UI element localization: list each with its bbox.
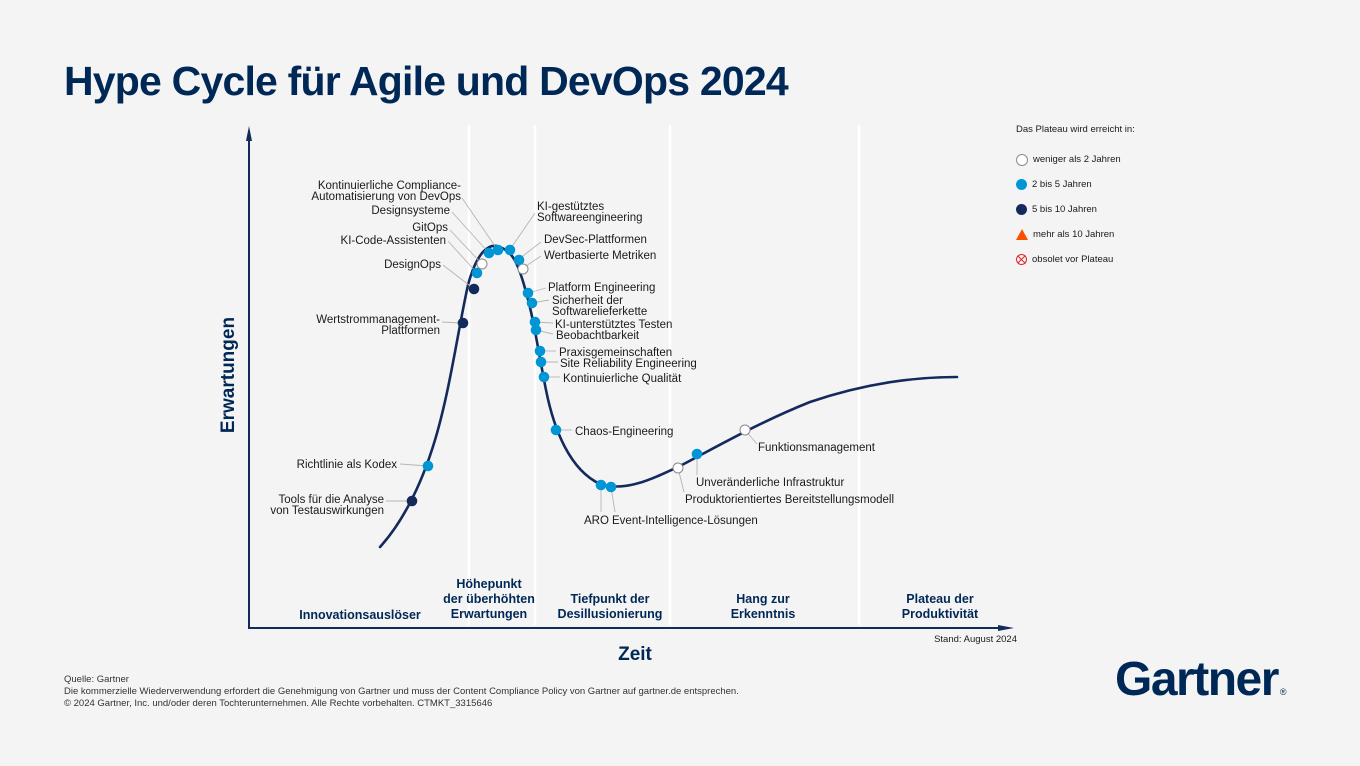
label-tools-l2: von Testauswirkungen (270, 505, 384, 517)
label-designsysteme: Designsysteme (371, 205, 450, 217)
point-designops (468, 283, 480, 295)
phase-peak-l1: Höhepunkt (456, 577, 522, 591)
label-funktion: Funktionsmanagement (758, 442, 876, 454)
label-wertbasiert: Wertbasierte Metriken (544, 250, 656, 262)
date-note: Stand: August 2024 (934, 634, 1017, 645)
legend-label-obsolete: obsolet vor Plateau (1032, 254, 1114, 265)
point-gitops (476, 258, 488, 270)
point-devsec (513, 254, 525, 266)
label-event: Event-Intelligence-Lösungen (612, 515, 758, 527)
point-labels: Tools für die Analyse von Testauswirkung… (270, 180, 894, 527)
label-sre: Site Reliability Engineering (560, 358, 697, 370)
footer: Quelle: Gartner Die kommerzielle Wiederv… (64, 674, 739, 710)
legend-item-obsolete: obsolet vor Plateau (1016, 247, 1135, 272)
leader-lines (386, 197, 758, 513)
point-ki-code (471, 267, 483, 279)
point-chaos (550, 424, 562, 436)
label-richtlinie: Richtlinie als Kodex (297, 459, 398, 471)
label-kc-l2: Automatisierung von DevOps (311, 191, 461, 203)
point-wertbasiert (517, 263, 529, 275)
phase-peak-l2: der überhöhten (443, 592, 535, 606)
axes (246, 126, 1014, 631)
point-aro (595, 479, 607, 491)
phase-slope-l2: Erkenntnis (731, 607, 796, 621)
point-unveraenderlich (691, 448, 703, 460)
point-ki-gestuetzt (504, 244, 516, 256)
footer-source: Quelle: Gartner (64, 674, 129, 685)
legend-item-lt2: weniger als 2 Jahren (1016, 147, 1135, 172)
label-tools-l1: Tools für die Analyse (279, 494, 384, 506)
label-wert-l1: Wertstrommanagement- (316, 314, 440, 326)
label-unver: Unveränderliche Infrastruktur (696, 477, 844, 489)
legend-label-lt2: weniger als 2 Jahren (1033, 154, 1121, 165)
point-produktorientiert (672, 462, 684, 474)
legend-item-5to10: 5 bis 10 Jahren (1016, 197, 1135, 222)
label-beob: Beobachtbarkeit (556, 330, 640, 342)
point-kont-qualitaet (538, 371, 550, 383)
point-designsysteme (483, 247, 495, 259)
label-gitops: GitOps (412, 222, 448, 234)
point-event-intelligence (605, 481, 617, 493)
y-axis-title: Erwartungen (218, 317, 239, 433)
page-title: Hype Cycle für Agile und DevOps 2024 (64, 58, 789, 104)
label-sich-l2: Softwarelieferkette (552, 306, 647, 318)
registered-mark-icon: ® (1279, 687, 1287, 697)
crossed-circle-icon (1016, 254, 1027, 265)
point-wertstrom (457, 317, 469, 329)
phase-innovation-trigger: Innovationsauslöser (299, 608, 421, 622)
point-sicherheit (526, 297, 538, 309)
x-axis-arrow-icon (998, 625, 1014, 631)
label-kig-l1: KI-gestütztes (537, 201, 604, 213)
point-richtlinie (422, 460, 434, 472)
legend-label-5to10: 5 bis 10 Jahren (1032, 204, 1097, 215)
label-kitest: KI-unterstütztes Testen (555, 319, 672, 331)
legend-item-gt10: mehr als 10 Jahren (1016, 222, 1135, 247)
legend-title: Das Plateau wird erreicht in: (1016, 124, 1135, 135)
footer-reuse: Die kommerzielle Wiederverwendung erford… (64, 686, 739, 697)
point-beobachtbarkeit (530, 324, 542, 336)
x-axis-title: Zeit (618, 644, 652, 665)
point-sre (535, 356, 547, 368)
phase-plateau-l1: Plateau der (906, 592, 974, 606)
light-blue-circle-icon (1016, 179, 1027, 190)
logo-text: Gartner (1115, 653, 1279, 706)
gartner-logo: Gartner ® (1115, 652, 1287, 707)
point-tools-analyse (406, 495, 418, 507)
point-platform-eng (522, 287, 534, 299)
legend-label-gt10: mehr als 10 Jahren (1033, 229, 1115, 240)
point-kont-compliance (492, 244, 504, 256)
label-devsec: DevSec-Plattformen (544, 234, 647, 246)
phase-trough-l1: Tiefpunkt der (571, 592, 650, 606)
label-wert-l2: Plattformen (381, 325, 440, 337)
label-platform: Platform Engineering (548, 282, 655, 294)
label-aro: ARO (584, 515, 609, 527)
dark-blue-circle-icon (1016, 204, 1027, 215)
legend-item-2to5: 2 bis 5 Jahren (1016, 172, 1135, 197)
label-sich-l1: Sicherheit der (552, 295, 623, 307)
phase-plateau-l2: Produktivität (902, 607, 979, 621)
phase-labels: Innovationsauslöser Höhepunkt der überhö… (299, 577, 979, 622)
point-ki-testen (529, 316, 541, 328)
white-circle-icon (1016, 153, 1028, 166)
label-kicode: KI-Code-Assistenten (341, 235, 446, 247)
footer-copyright: © 2024 Gartner, Inc. und/oder deren Toch… (64, 698, 493, 709)
legend-label-2to5: 2 bis 5 Jahren (1032, 179, 1092, 190)
point-praxis (534, 345, 546, 357)
phase-slope-l1: Hang zur (736, 592, 790, 606)
point-funktionsmanagement (739, 424, 751, 436)
label-praxis: Praxisgemeinschaften (559, 347, 672, 359)
label-kq: Kontinuierliche Qualität (563, 373, 682, 385)
phase-peak-l3: Erwartungen (451, 607, 527, 621)
label-chaos: Chaos-Engineering (575, 426, 673, 438)
orange-triangle-icon (1016, 229, 1028, 240)
phase-trough-l2: Desillusionierung (558, 607, 663, 621)
data-points (406, 244, 751, 507)
legend: Das Plateau wird erreicht in: weniger al… (1016, 124, 1135, 272)
label-kig-l2: Softwareengineering (537, 212, 643, 224)
y-axis-arrow-icon (246, 126, 252, 141)
label-kc-l1: Kontinuierliche Compliance- (318, 180, 461, 192)
label-designops: DesignOps (384, 259, 441, 271)
label-produkt: Produktorientiertes Bereitstellungsmodel… (685, 494, 894, 506)
